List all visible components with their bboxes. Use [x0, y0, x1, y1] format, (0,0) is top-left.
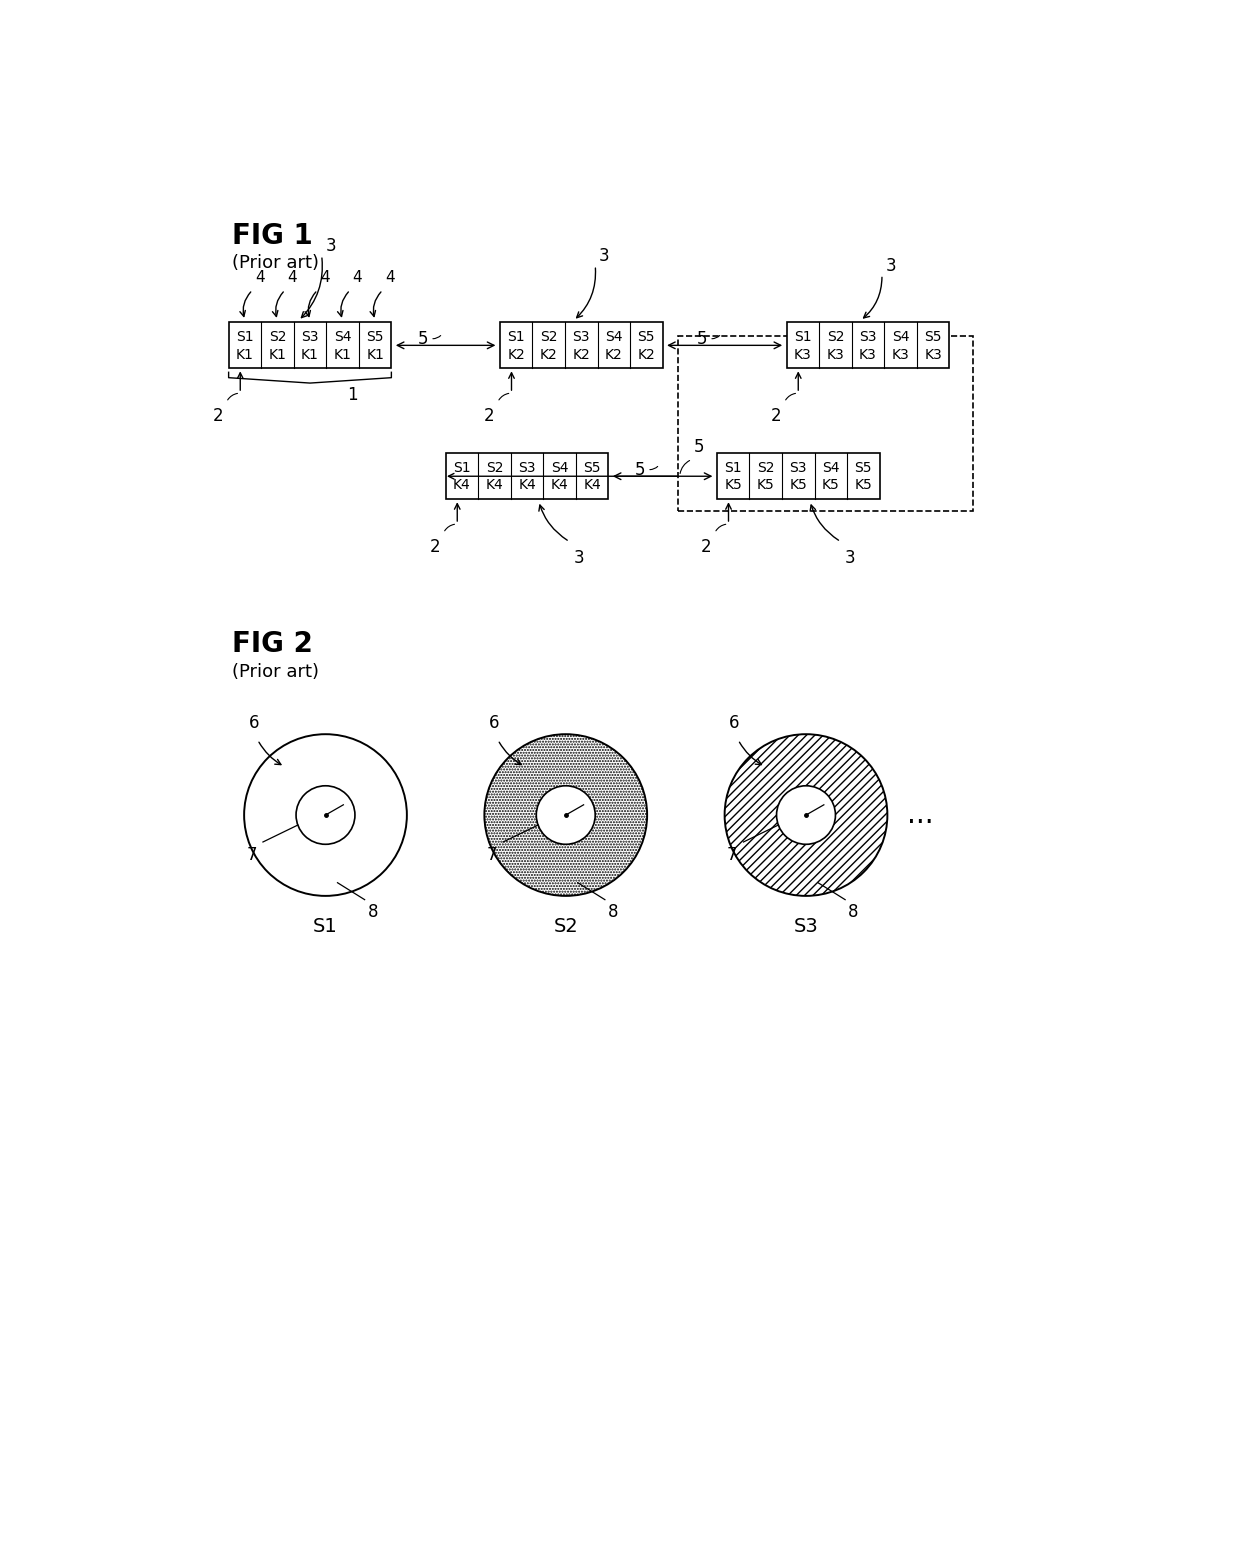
- Text: (Prior art): (Prior art): [233, 255, 320, 272]
- Text: FIG 2: FIG 2: [233, 630, 314, 658]
- Text: K5: K5: [790, 479, 807, 493]
- Text: 5: 5: [697, 330, 708, 349]
- Text: S2: S2: [269, 330, 286, 344]
- Circle shape: [485, 734, 647, 896]
- Text: 3: 3: [599, 247, 610, 265]
- Text: 6: 6: [729, 714, 739, 731]
- Text: K3: K3: [859, 347, 877, 361]
- Text: 4: 4: [288, 271, 298, 285]
- Text: 4: 4: [352, 271, 362, 285]
- Text: S2: S2: [553, 918, 578, 937]
- Text: K5: K5: [724, 479, 742, 493]
- Text: 8: 8: [608, 902, 619, 921]
- Text: S3: S3: [859, 330, 877, 344]
- Circle shape: [724, 734, 888, 896]
- Text: S3: S3: [573, 330, 590, 344]
- Text: 2: 2: [484, 408, 495, 425]
- Text: K2: K2: [507, 347, 525, 361]
- Text: 2: 2: [429, 538, 440, 555]
- Bar: [228, 322, 392, 369]
- Text: 3: 3: [885, 257, 897, 274]
- Text: 7: 7: [247, 846, 257, 864]
- Text: K3: K3: [892, 347, 909, 361]
- Text: 1: 1: [347, 386, 358, 405]
- Circle shape: [536, 786, 595, 845]
- Text: 3: 3: [325, 237, 336, 255]
- Text: K3: K3: [827, 347, 844, 361]
- Text: K4: K4: [486, 479, 503, 493]
- Text: S4: S4: [551, 461, 568, 475]
- Text: S1: S1: [453, 461, 471, 475]
- Text: 8: 8: [368, 902, 378, 921]
- Text: 2: 2: [770, 408, 781, 425]
- Bar: [500, 322, 662, 369]
- Bar: [445, 453, 609, 499]
- Bar: [717, 453, 879, 499]
- Text: S4: S4: [822, 461, 839, 475]
- Text: S1: S1: [507, 330, 525, 344]
- Text: S1: S1: [236, 330, 254, 344]
- Text: K4: K4: [453, 479, 471, 493]
- Text: K1: K1: [236, 347, 254, 361]
- Text: K2: K2: [539, 347, 558, 361]
- Text: K3: K3: [924, 347, 942, 361]
- Text: K5: K5: [854, 479, 872, 493]
- Text: K5: K5: [822, 479, 839, 493]
- Text: 3: 3: [844, 549, 856, 568]
- Text: 6: 6: [248, 714, 259, 731]
- Text: K1: K1: [334, 347, 351, 361]
- Text: K2: K2: [573, 347, 590, 361]
- Text: 2: 2: [701, 538, 712, 555]
- Text: (Prior art): (Prior art): [233, 663, 320, 680]
- Text: ...: ...: [906, 801, 934, 829]
- Text: S4: S4: [334, 330, 351, 344]
- Text: 4: 4: [255, 271, 264, 285]
- Text: 6: 6: [489, 714, 500, 731]
- Text: K2: K2: [637, 347, 655, 361]
- Text: S5: S5: [583, 461, 601, 475]
- Text: S5: S5: [924, 330, 942, 344]
- Text: S1: S1: [314, 918, 337, 937]
- Text: K1: K1: [301, 347, 319, 361]
- Text: S5: S5: [366, 330, 384, 344]
- Text: 3: 3: [573, 549, 584, 568]
- Text: S3: S3: [794, 918, 818, 937]
- Text: S3: S3: [301, 330, 319, 344]
- Text: S3: S3: [790, 461, 807, 475]
- Text: S4: S4: [892, 330, 909, 344]
- Text: S3: S3: [518, 461, 536, 475]
- Text: K4: K4: [518, 479, 536, 493]
- Circle shape: [296, 786, 355, 845]
- Circle shape: [244, 734, 407, 896]
- Text: S2: S2: [539, 330, 558, 344]
- Text: 4: 4: [386, 271, 394, 285]
- Text: 5: 5: [418, 330, 429, 349]
- Text: S5: S5: [637, 330, 655, 344]
- Text: 2: 2: [212, 408, 223, 425]
- Text: 5: 5: [635, 461, 646, 479]
- Text: K1: K1: [269, 347, 286, 361]
- Text: FIG 1: FIG 1: [233, 223, 314, 251]
- Text: K2: K2: [605, 347, 622, 361]
- Text: 7: 7: [727, 846, 738, 864]
- Text: S1: S1: [794, 330, 812, 344]
- Text: K5: K5: [756, 479, 775, 493]
- Text: S2: S2: [486, 461, 503, 475]
- Text: 7: 7: [486, 846, 497, 864]
- Text: K4: K4: [551, 479, 568, 493]
- Text: K3: K3: [794, 347, 812, 361]
- Text: 8: 8: [848, 902, 859, 921]
- Text: S2: S2: [756, 461, 775, 475]
- Text: S5: S5: [854, 461, 872, 475]
- Circle shape: [776, 786, 836, 845]
- Text: 4: 4: [320, 271, 330, 285]
- Bar: [786, 322, 950, 369]
- Text: K4: K4: [583, 479, 601, 493]
- Text: S4: S4: [605, 330, 622, 344]
- Bar: [678, 336, 972, 510]
- Text: S1: S1: [724, 461, 742, 475]
- Text: S2: S2: [827, 330, 844, 344]
- Text: 5: 5: [693, 439, 704, 456]
- Text: K1: K1: [366, 347, 384, 361]
